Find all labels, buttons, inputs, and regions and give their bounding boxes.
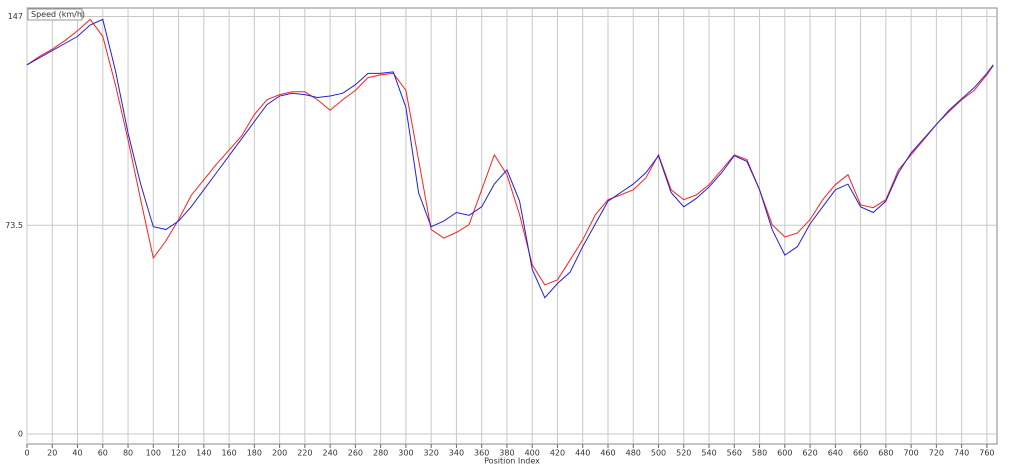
x-tick-label: 520: [676, 449, 691, 458]
x-tick-label: 600: [777, 449, 792, 458]
x-tick-label: 320: [424, 449, 439, 458]
y-tick-label: 147: [8, 12, 23, 21]
x-tick-label: 760: [979, 449, 994, 458]
x-tick-label: 120: [171, 449, 186, 458]
y-tick-label: 73.5: [5, 221, 23, 230]
lines: [26, 18, 994, 299]
x-axis-label: Position Index: [484, 457, 540, 466]
x-tick-label: 140: [196, 449, 211, 458]
x-tick-label: 680: [878, 449, 893, 458]
x-tick-label: 660: [853, 449, 868, 458]
x-tick-label: 0: [24, 449, 29, 458]
x-tick-label: 40: [72, 449, 82, 458]
y-axis-label: Speed (km/h): [31, 10, 85, 19]
x-tick-label: 720: [929, 449, 944, 458]
series-line: [26, 18, 994, 286]
y-label-box: [27, 8, 83, 21]
x-tick-label: 220: [297, 449, 312, 458]
x-tick-label: 740: [954, 449, 969, 458]
x-tick-label: 340: [449, 449, 464, 458]
x-tick-label: 460: [600, 449, 615, 458]
x-tick-label: 200: [272, 449, 287, 458]
x-tick-label: 620: [802, 449, 817, 458]
x-tick-label: 300: [398, 449, 413, 458]
x-tick-label: 260: [348, 449, 363, 458]
y-tick-label: 0: [18, 430, 23, 439]
x-tick-label: 540: [701, 449, 716, 458]
x-tick-label: 420: [550, 449, 565, 458]
grid: [26, 8, 997, 444]
x-tick-label: 380: [499, 449, 514, 458]
x-tick-label: 640: [828, 449, 843, 458]
x-tick-label: 500: [651, 449, 666, 458]
x-tick-label: 80: [123, 449, 133, 458]
x-tick-label: 100: [146, 449, 161, 458]
x-tick-label: 60: [98, 449, 108, 458]
x-tick-label: 280: [373, 449, 388, 458]
x-tick-label: 180: [247, 449, 262, 458]
x-tick-label: 580: [752, 449, 767, 458]
x-tick-label: 240: [322, 449, 337, 458]
x-tick-label: 560: [727, 449, 742, 458]
x-tick-label: 700: [903, 449, 918, 458]
series-line: [26, 18, 994, 299]
plot-frame: [26, 7, 998, 445]
x-tick-label: 440: [575, 449, 590, 458]
x-tick-label: 480: [626, 449, 641, 458]
x-tick-label: 160: [221, 449, 236, 458]
x-tick-label: 20: [47, 449, 57, 458]
x-tick-label: 360: [474, 449, 489, 458]
x-tick-label: 400: [525, 449, 540, 458]
